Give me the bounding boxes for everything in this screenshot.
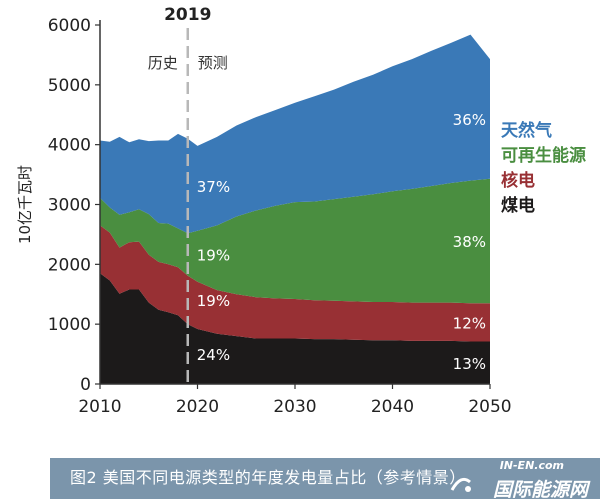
- share-label-2050: 13%: [453, 355, 486, 373]
- share-label-2019: 37%: [197, 178, 230, 196]
- area-天然气: [100, 34, 490, 234]
- share-label-2019: 19%: [197, 246, 230, 264]
- area-可再生能源: [100, 178, 490, 304]
- generation-mix-chart: 0 1000 2000 3000 4000 5000 6000 2010 2020 2030 204…: [16, 5, 586, 417]
- legend-entry: 可再生能源: [501, 145, 586, 166]
- figure-caption-bar: 图2 美国不同电源类型的年度发电量占比（参考情景） IN-EN.com 国际能源…: [50, 458, 600, 501]
- x-tick-label: 2020: [176, 397, 219, 417]
- y-tick-label: 4000: [48, 136, 91, 156]
- y-axis-label: 10亿千瓦时: [16, 165, 34, 244]
- legend-entry: 天然气: [501, 120, 552, 141]
- watermark-url: IN-EN.com: [499, 459, 564, 472]
- figure-caption: 图2 美国不同电源类型的年度发电量占比（参考情景）: [70, 468, 466, 487]
- area-煤电: [100, 273, 490, 384]
- share-label-2019: 24%: [197, 346, 230, 364]
- y-tick-label: 0: [80, 375, 91, 395]
- x-tick-label: 2040: [371, 397, 414, 417]
- watermark-logo-icon: [450, 477, 471, 492]
- y-tick-label: 1000: [48, 315, 91, 335]
- y-tick-label: 2000: [48, 255, 91, 275]
- y-tick-label: 5000: [48, 76, 91, 96]
- legend-entry: 核电: [501, 170, 535, 191]
- x-tick-label: 2010: [78, 397, 121, 417]
- y-tick-label: 3000: [48, 196, 91, 216]
- x-tick-label: 2050: [468, 397, 511, 417]
- share-label-2050: 12%: [453, 314, 486, 332]
- forecast-label: 预测: [198, 54, 228, 72]
- share-label-2050: 36%: [453, 111, 486, 129]
- y-tick-label: 6000: [48, 16, 91, 36]
- divider-year-label: 2019: [164, 5, 211, 25]
- watermark-name: 国际能源网: [492, 479, 588, 501]
- share-label-2050: 38%: [453, 233, 486, 251]
- area-核电: [100, 225, 490, 342]
- legend-entry: 煤电: [501, 195, 535, 216]
- x-tick-label: 2030: [273, 397, 316, 417]
- share-label-2019: 19%: [197, 292, 230, 310]
- history-label: 历史: [148, 54, 178, 72]
